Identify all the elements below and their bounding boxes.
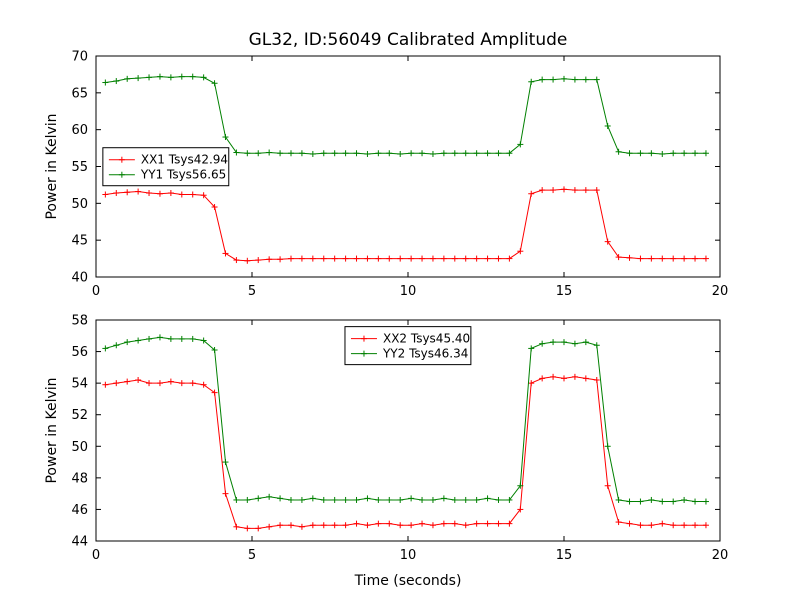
x-tick-label: 10 — [400, 284, 417, 299]
y-tick-label: 50 — [71, 440, 88, 455]
x-tick-label: 10 — [400, 548, 417, 563]
series-line — [105, 76, 706, 155]
x-tick-label: 20 — [712, 284, 729, 299]
y-axis-label: Power in Kelvin — [44, 377, 60, 483]
y-tick-label: 45 — [71, 234, 88, 249]
y-tick-label: 44 — [71, 535, 88, 550]
x-tick-label: 5 — [248, 284, 256, 299]
series-line — [105, 336, 706, 502]
series-line — [105, 376, 706, 529]
legend-label: YY2 Tsys46.34 — [382, 347, 468, 361]
x-tick-label: 0 — [92, 284, 100, 299]
y-tick-label: 60 — [71, 123, 88, 138]
y-tick-label: 56 — [71, 345, 88, 360]
legend-box — [102, 147, 230, 187]
x-tick-label: 15 — [556, 548, 573, 563]
legend-box — [344, 326, 472, 366]
y-tick-label: 54 — [71, 377, 88, 392]
legend-label: XX1 Tsys42.94 — [141, 153, 228, 167]
y-tick-label: 70 — [71, 50, 88, 65]
x-axis-label: Time (seconds) — [354, 573, 462, 589]
y-axis-label: Power in Kelvin — [44, 113, 60, 219]
x-tick-label: 5 — [248, 548, 256, 563]
y-tick-label: 46 — [71, 503, 88, 518]
y-tick-label: 65 — [71, 86, 88, 101]
y-tick-label: 58 — [71, 314, 88, 329]
series-line — [105, 188, 706, 262]
y-tick-label: 40 — [71, 271, 88, 286]
x-tick-label: 0 — [92, 548, 100, 563]
x-tick-label: 15 — [556, 284, 573, 299]
y-tick-label: 50 — [71, 197, 88, 212]
y-tick-label: 48 — [71, 471, 88, 486]
x-tick-label: 20 — [712, 548, 729, 563]
legend-label: YY1 Tsys56.65 — [140, 168, 226, 182]
legend-label: XX2 Tsys45.40 — [383, 332, 470, 346]
chart-title: GL32, ID:56049 Calibrated Amplitude — [249, 30, 568, 50]
y-tick-label: 52 — [71, 408, 88, 423]
y-tick-label: 55 — [71, 160, 88, 175]
